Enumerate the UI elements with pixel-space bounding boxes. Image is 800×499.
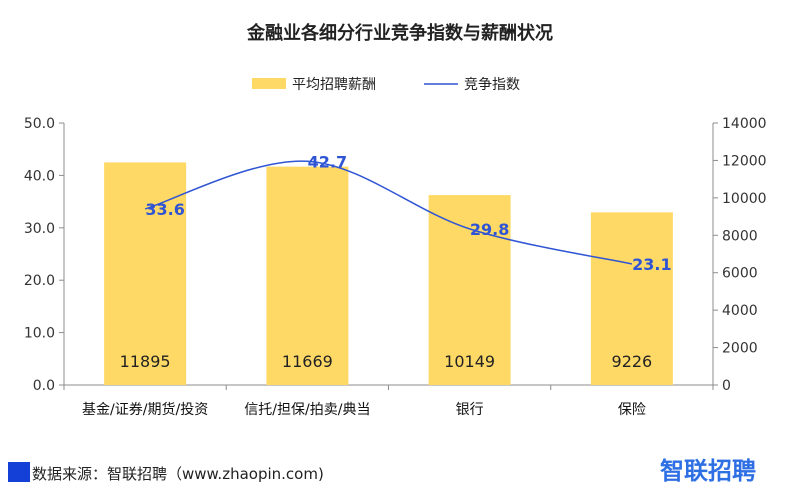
bar-value-label: 11669 xyxy=(282,352,333,371)
left-tick-label: 20.0 xyxy=(24,273,55,289)
legend-label-bar: 平均招聘薪酬 xyxy=(292,77,376,93)
source-marker xyxy=(8,462,30,482)
right-tick-label: 2000 xyxy=(722,341,758,357)
category-label: 信托/担保/拍卖/典当 xyxy=(244,402,370,418)
right-tick-label: 6000 xyxy=(722,266,758,282)
axes: 0.0 10.0 20.0 30.0 40.0 50.0 0 2000 4000 6000 8000… xyxy=(24,116,767,418)
bar-value-label: 11895 xyxy=(120,352,171,371)
bar xyxy=(590,212,673,385)
line-value-label: 42.7 xyxy=(308,152,347,171)
bars xyxy=(104,162,673,385)
bar xyxy=(266,166,349,385)
chart-title: 金融业各细分行业竞争指数与薪酬状况 xyxy=(246,22,553,44)
bar xyxy=(104,162,187,385)
brand-logo: 智联招聘 xyxy=(660,457,756,485)
left-tick-label: 30.0 xyxy=(24,221,55,237)
footer: 数据来源：智联招聘（www.zhaopin.com) 智联招聘 xyxy=(8,457,756,485)
line-value-label: 29.8 xyxy=(470,220,509,239)
right-tick-label: 8000 xyxy=(722,228,758,244)
left-tick-label: 0.0 xyxy=(33,378,55,394)
right-tick-label: 10000 xyxy=(722,191,767,207)
right-tick-label: 12000 xyxy=(722,153,767,169)
right-tick-label: 4000 xyxy=(722,303,758,319)
category-label: 基金/证券/期货/投资 xyxy=(82,401,208,418)
line-value-label: 23.1 xyxy=(632,255,671,274)
category-label: 银行 xyxy=(456,402,484,418)
left-tick-label: 10.0 xyxy=(24,326,55,342)
right-tick-label: 0 xyxy=(722,378,731,394)
bar-value-label: 9226 xyxy=(612,352,653,371)
right-tick-label: 14000 xyxy=(722,116,767,132)
source-text: 数据来源：智联招聘（www.zhaopin.com) xyxy=(32,465,324,483)
line-value-label: 33.6 xyxy=(145,200,184,219)
left-tick-label: 40.0 xyxy=(24,168,55,184)
bar-value-label: 10149 xyxy=(444,352,495,371)
data-labels: 11895 11669 10149 9226 33.6 42.7 29.8 23.1 xyxy=(120,152,672,371)
left-tick-label: 50.0 xyxy=(24,116,55,132)
competition-index-line xyxy=(144,160,633,265)
bar xyxy=(428,195,511,385)
category-label: 保险 xyxy=(618,402,646,418)
line-series xyxy=(144,160,633,265)
legend-swatch-bar xyxy=(252,78,286,89)
legend-label-line: 竞争指数 xyxy=(464,76,520,93)
legend: 平均招聘薪酬 竞争指数 xyxy=(252,76,520,93)
